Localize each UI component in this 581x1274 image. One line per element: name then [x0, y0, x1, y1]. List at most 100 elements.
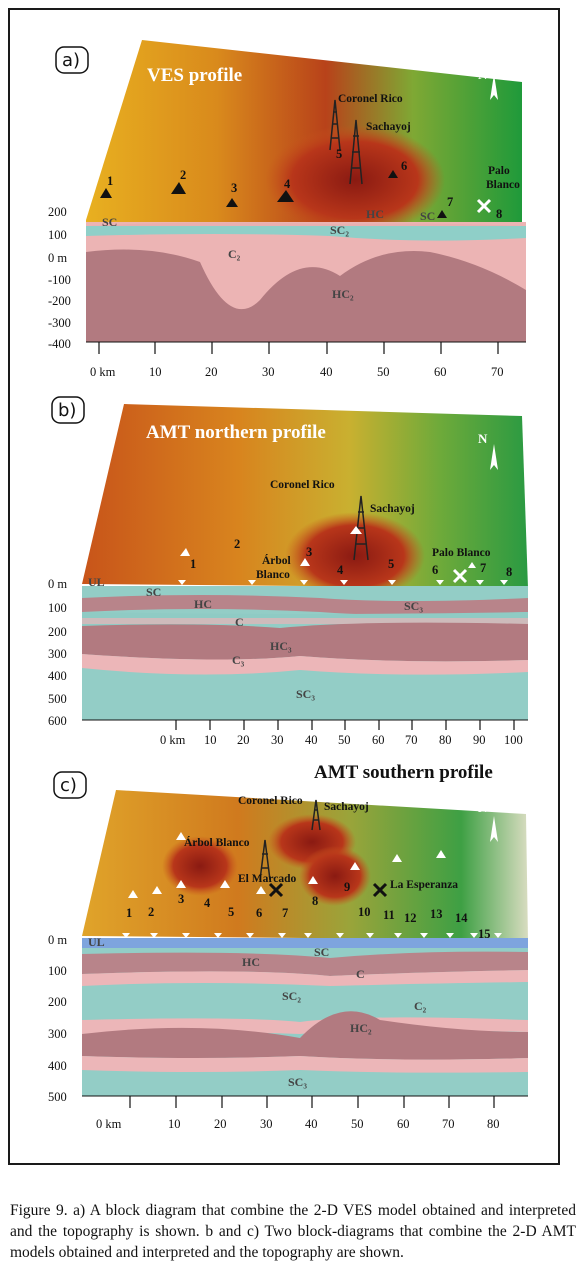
- panel-c-place-coronel-rico: Coronel Rico: [238, 795, 303, 807]
- panel-c-title: AMT southern profile: [314, 762, 493, 783]
- panel-b-depth-tick-100: 100: [48, 601, 67, 615]
- panel-c-station-9: 9: [344, 880, 350, 894]
- figure-caption: Figure 9. a) A block diagram that combin…: [10, 1201, 576, 1261]
- panel-b-station-8: 8: [506, 565, 512, 579]
- panel-b-place-arbol: Árbol: [262, 553, 291, 567]
- panel-b-place-sachayoj: Sachayoj: [370, 503, 415, 515]
- panel-a-depth-axis: 200 100 0 m -100 -200 -300 -400: [48, 205, 71, 351]
- panel-c-km-tick-40: 40: [305, 1117, 318, 1131]
- panel-b-derrick-icon: [353, 495, 369, 561]
- panel-c-km-tick-20: 20: [214, 1117, 227, 1131]
- panel-c-layer-hc: HC: [242, 955, 260, 969]
- panel-c-station-4: 4: [204, 896, 211, 910]
- panel-a-label-box: [55, 46, 89, 74]
- panel-c-layer-sc: SC: [314, 945, 329, 959]
- panel-b-km-tick-70: 70: [405, 733, 418, 747]
- panel-c-place-el-marcado: El Marcado: [238, 873, 296, 885]
- panel-b-depth-tick-500: 500: [48, 692, 67, 706]
- panel-a-km-tick-10: 10: [149, 365, 162, 379]
- panel-a-derrick-icon: [329, 99, 363, 185]
- panel-b-layer-ul: UL: [88, 575, 105, 589]
- panel-a-station-4: 4: [284, 177, 291, 191]
- panel-a-place-blanco: Blanco: [486, 179, 520, 191]
- panel-b: UL SC HC SC₃ C HC₃ C₃ SC₃ b) AMT norther…: [48, 396, 528, 747]
- panel-a-station-2: 2: [180, 168, 186, 182]
- panel-c-north-arrow-icon: [490, 816, 498, 842]
- panel-c-station-14: 14: [455, 911, 468, 925]
- panel-a-km-tick-0: 0 km: [90, 365, 116, 379]
- panel-c-derrick-icon: [259, 799, 321, 881]
- panel-c-station-10: 10: [358, 905, 371, 919]
- panel-c-mine-icon-1: [268, 882, 284, 898]
- panel-a-layer-sc1: SC: [102, 215, 117, 229]
- panel-c-layer-sc2: SC₂: [282, 989, 301, 1003]
- panel-b-label: b): [58, 400, 76, 421]
- panel-a-north-arrow-icon: [490, 74, 498, 100]
- panel-b-mine-icon: [452, 568, 468, 584]
- panel-c-km-tick-70: 70: [442, 1117, 455, 1131]
- panel-a-km-tick-70: 70: [491, 365, 504, 379]
- panel-a-layer-sc2b: SC₂: [330, 223, 349, 237]
- panel-b-station-5: 5: [388, 557, 394, 571]
- panel-c-km-tick-10: 10: [168, 1117, 181, 1131]
- panel-c-station-11: 11: [383, 908, 395, 922]
- panel-a-station-6: 6: [401, 159, 407, 173]
- panel-c-label: c): [60, 775, 77, 796]
- panel-b-station-1: 1: [190, 557, 196, 571]
- panel-b-section: UL SC HC SC₃ C HC₃ C₃ SC₃: [82, 575, 528, 720]
- panel-c-depth-tick-200: 200: [48, 995, 67, 1009]
- panel-c-place-la-esperanza: La Esperanza: [390, 879, 458, 891]
- panel-a-station-7: 7: [447, 195, 453, 209]
- panel-a-km-tick-40: 40: [320, 365, 333, 379]
- panel-b-depth-tick-200: 200: [48, 625, 67, 639]
- panel-b-title: AMT northern profile: [146, 422, 326, 443]
- panel-c-station-7: 7: [282, 906, 288, 920]
- panel-c-depth-axis: 0 m 100 200 300 400 500: [48, 933, 67, 1104]
- panel-b-km-tick-10: 10: [204, 733, 217, 747]
- panel-a-place-coronel-rico: Coronel Rico: [338, 93, 403, 105]
- panel-c-place-arbol-blanco: Árbol Blanco: [184, 835, 250, 849]
- panel-c-layer-sc3: SC₃: [288, 1075, 307, 1089]
- panel-b-km-tick-0: 0 km: [160, 733, 186, 747]
- panel-b-depth-tick-0: 0 m: [48, 577, 67, 591]
- panel-b-station-2: 2: [234, 537, 240, 551]
- panel-a-station-markers: [100, 170, 447, 218]
- panel-b-km-tick-100: 100: [504, 733, 523, 747]
- panel-a-layer-hc: HC: [366, 207, 384, 221]
- panel-a-place-palo: Palo: [488, 165, 510, 177]
- panel-b-depth-tick-300: 300: [48, 647, 67, 661]
- panel-a-depth-tick-m200: -200: [48, 294, 71, 308]
- panel-b-place-palo-blanco: Palo Blanco: [432, 547, 491, 559]
- figure-svg: SC HC SC SC₂ C₂ HC₂ a) VES profile N Cor…: [48, 40, 528, 1131]
- panel-c-km-tick-60: 60: [397, 1117, 410, 1131]
- panel-b-km-tick-90: 90: [473, 733, 486, 747]
- panel-c-layer-c: C: [356, 967, 365, 981]
- panel-c-ground-markers: [122, 933, 502, 938]
- panel-c-station-6: 6: [256, 906, 262, 920]
- panel-b-layer-sc3b: SC₃: [296, 687, 315, 701]
- panel-c-station-markers: [128, 832, 446, 898]
- panel-c-station-13: 13: [430, 907, 443, 921]
- panel-c-km-tick-0: 0 km: [96, 1117, 122, 1131]
- panel-b-depth-tick-600: 600: [48, 714, 67, 728]
- panel-b-km-tick-20: 20: [237, 733, 250, 747]
- panel-b-km-tick-40: 40: [305, 733, 318, 747]
- panel-b-km-axis: 0 km 10 20 30 40 50 60 70 80 90 100: [82, 719, 528, 747]
- panel-c-north-label: N: [478, 800, 488, 815]
- panel-b-station-7: 7: [480, 561, 486, 575]
- panel-a-depth-tick-100: 100: [48, 228, 67, 242]
- panel-a-station-1: 1: [107, 174, 113, 188]
- panel-c-km-tick-50: 50: [351, 1117, 364, 1131]
- panel-b-north-label: N: [478, 431, 488, 446]
- panel-c-mine-icon-2: [372, 882, 388, 898]
- panel-b-layer-hc: HC: [194, 597, 212, 611]
- panel-c-hill-3: [299, 846, 371, 906]
- panel-c: UL SC HC C SC₂ C₂ HC₂ SC₃ c) AMT souther…: [48, 762, 528, 1131]
- panel-a-hill: [265, 125, 445, 235]
- panel-c-section: UL SC HC C SC₂ C₂ HC₂ SC₃: [82, 935, 528, 1096]
- panel-b-station-6: 6: [432, 563, 438, 577]
- panel-c-km-tick-30: 30: [260, 1117, 273, 1131]
- panel-b-km-tick-50: 50: [338, 733, 351, 747]
- panel-c-label-box: [53, 771, 87, 799]
- panel-a-north-label: N: [478, 67, 488, 82]
